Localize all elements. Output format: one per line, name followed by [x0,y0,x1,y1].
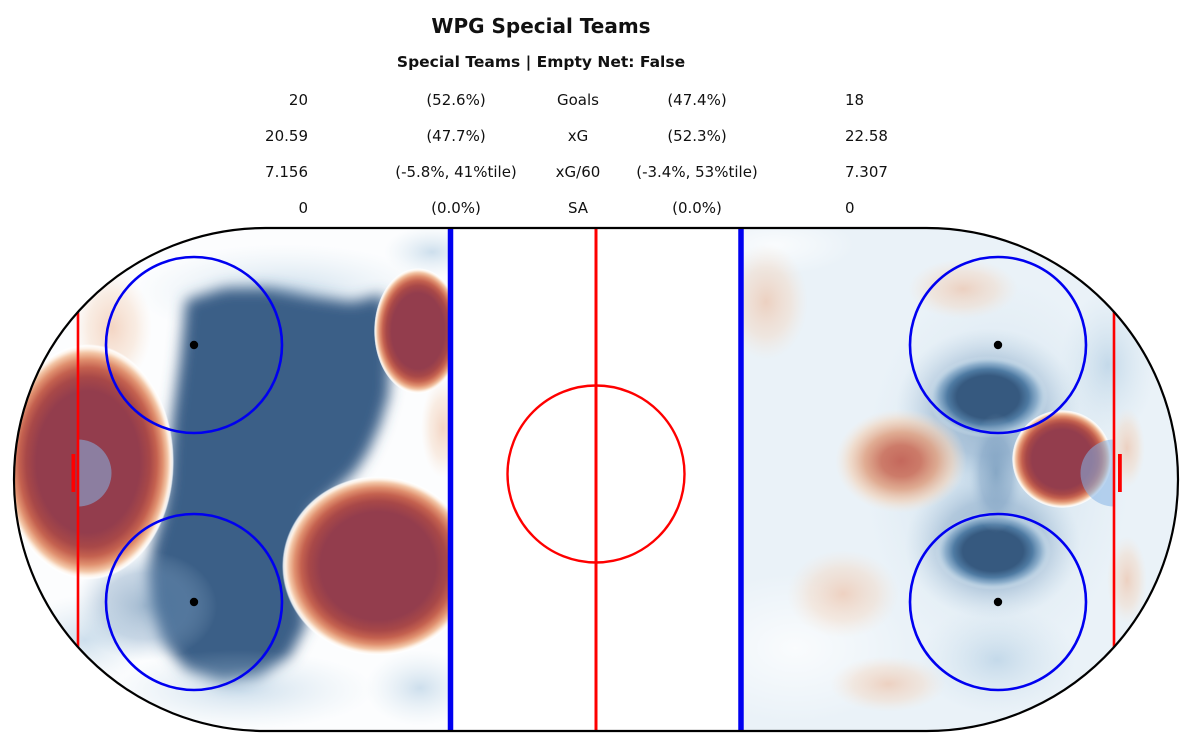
heat-region-white-soft [744,228,855,275]
stat-right-value: 18 [845,91,865,109]
stat-left-value: 20.59 [265,127,308,145]
heat-region-strong-red [374,268,448,394]
heat-region-light-blue [365,650,448,726]
faceoff-dot-bottom-left [189,597,199,607]
stat-row-xG: 20.59 (47.7%) xG (52.3%) 22.58 [0,127,1192,155]
heat-region-light-blue [105,650,375,730]
center-circle [506,384,686,564]
faceoff-circle-bottom-left [104,512,284,692]
stat-row-xG/60: 7.156 (-5.8%, 41%tile) xG/60 (-3.4%, 53%til… [0,163,1192,191]
stat-row-SA: 0 (0.0%) SA (0.0%) 0 [0,199,1192,227]
heat-region-faint-red [908,259,1018,319]
stat-metric: xG/60 [555,163,601,181]
page-title: WPG Special Teams [431,14,651,38]
heat-region-faint-red [787,550,899,638]
heat-region-strong-blue [935,512,1051,590]
goal-crease-right [1080,439,1114,507]
faceoff-circle-bottom-right [908,512,1088,692]
faceoff-dot-top-right [993,340,1003,350]
heat-region-light-blue [384,228,448,278]
stats-table: 20 (52.6%) Goals (47.4%) 18 20.59 (47.7%) xG (52… [0,0,1192,228]
boards-outline [12,226,1180,733]
stat-left-pct: (47.7%) [426,127,486,145]
faceoff-dot-bottom-right [993,597,1003,607]
rink-interior [14,228,1178,731]
heat-region-red [835,409,967,513]
faceoff-circle-top-right [908,255,1088,435]
stat-metric: SA [567,199,589,217]
stat-left-value: 0 [298,199,308,217]
faceoff-dots [189,340,1003,607]
stat-left-pct: (52.6%) [426,91,486,109]
heat-region-blue [969,413,1023,533]
stat-metric: Goals [557,91,599,109]
heatmap-right-zone [744,228,1178,731]
stat-metric: xG [567,127,589,145]
stat-right-pct: (47.4%) [667,91,727,109]
stat-row-Goals: 20 (52.6%) Goals (47.4%) 18 [0,91,1192,119]
stat-right-pct: (-3.4%, 53%tile) [636,163,758,181]
faceoff-dot-top-left [189,340,199,350]
goal-frame-right [1118,454,1122,492]
stat-left-pct: (-5.8%, 41%tile) [395,163,517,181]
faceoff-circle-top-left [104,255,284,435]
goal-crease-left [78,439,112,507]
stat-right-value: 7.307 [845,163,888,181]
stat-left-value: 7.156 [265,163,308,181]
heat-region-faint-red [421,378,448,478]
page-subtitle: Special Teams | Empty Net: False [396,53,686,71]
stat-right-value: 22.58 [845,127,888,145]
stat-right-pct: (52.3%) [667,127,727,145]
faceoff-circles [104,255,1088,692]
stat-right-value: 0 [845,199,855,217]
heat-region-faint-red [744,244,808,360]
stat-left-value: 20 [288,91,308,109]
stat-left-pct: (0.0%) [431,199,481,217]
heat-region-faint-red [830,656,946,712]
stat-right-pct: (0.0%) [672,199,722,217]
heat-region-light-blue [20,595,150,685]
heat-region-strong-blue [928,356,1048,438]
heat-region-light-blue [917,605,1077,715]
goal-frame-left [71,454,76,492]
heat-region-strong-red [282,476,448,656]
heat-region-faint-red [1107,536,1147,624]
